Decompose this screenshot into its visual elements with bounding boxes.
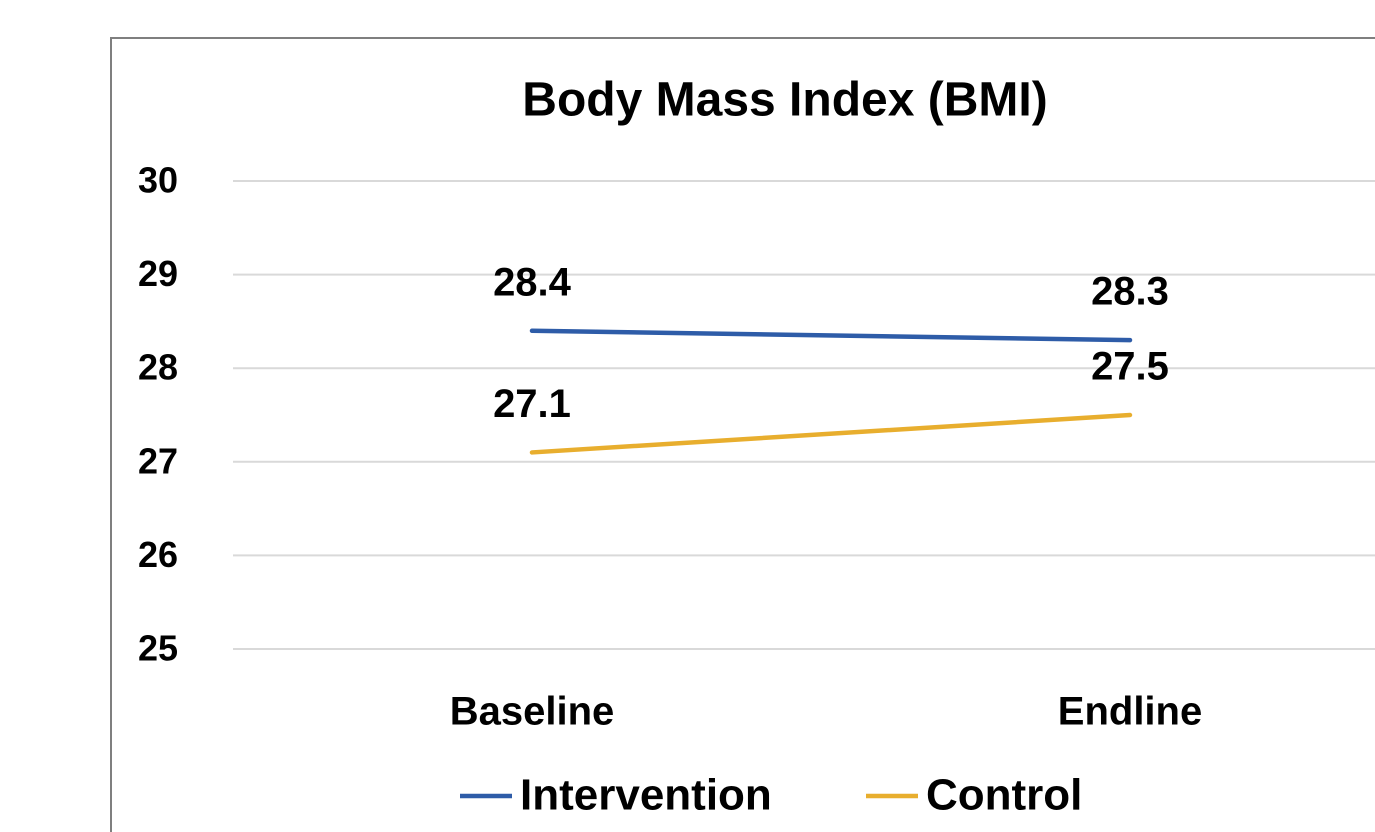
chart-frame [110,37,1375,832]
series-line [529,328,1133,343]
y-tick-label: 30 [138,160,178,201]
data-label: 28.3 [1091,270,1169,314]
legend-label: Control [926,771,1082,820]
x-tick-label: Endline [1058,690,1202,734]
chart-title: Body Mass Index (BMI) [522,74,1047,127]
x-tick-label: Baseline [450,690,615,734]
y-tick-label: 29 [138,253,178,294]
legend-label: Intervention [520,771,772,820]
y-tick-label: 26 [138,534,178,575]
series-line [529,412,1133,455]
data-label: 28.4 [493,260,572,304]
y-tick-label: 27 [138,440,178,481]
data-label: 27.1 [493,382,571,426]
data-label: 27.5 [1091,345,1169,389]
y-tick-label: 28 [138,347,178,388]
y-tick-label: 25 [138,628,178,669]
